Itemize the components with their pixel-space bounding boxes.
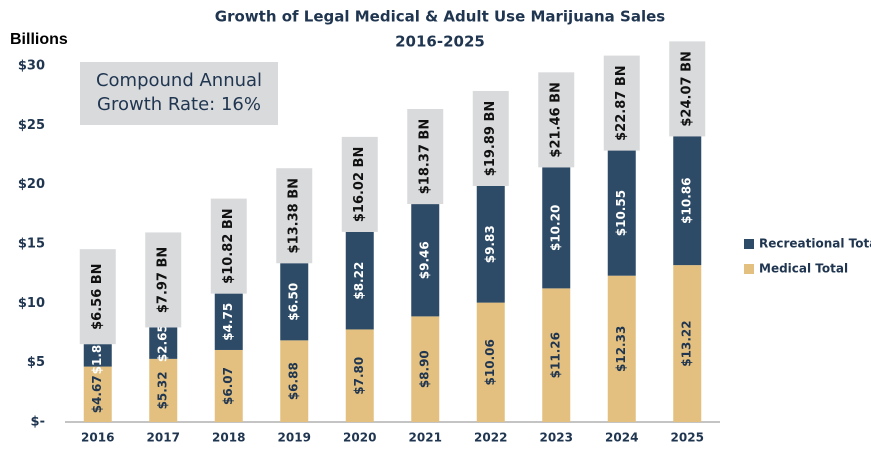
annotation: Compound Annual — [96, 70, 262, 91]
annotation-box — [80, 62, 278, 125]
x-tick-label: 2019 — [278, 431, 311, 445]
total-box — [603, 55, 640, 151]
bar-segment — [411, 316, 440, 422]
bar-segment — [280, 340, 309, 422]
x-tick-label: 2017 — [147, 431, 180, 445]
data-label: $8.22 — [352, 262, 366, 300]
total-label: $19.89 BN — [483, 101, 498, 176]
bar-segment — [607, 150, 636, 276]
legend-swatch — [744, 264, 754, 274]
bar-segment — [476, 302, 505, 422]
total-label: $24.07 BN — [680, 51, 695, 126]
total-label: $10.82 BN — [221, 208, 236, 283]
total-box — [669, 41, 706, 137]
x-tick-label: 2024 — [605, 431, 638, 445]
bar-segment — [673, 265, 702, 422]
y-tick-label: $10 — [18, 296, 45, 311]
chart-title: Growth of Legal Medical & Adult Use Mari… — [215, 8, 665, 26]
total-label: $22.87 BN — [614, 65, 629, 140]
data-label: $10.86 — [680, 178, 694, 224]
bar-segment — [673, 136, 702, 266]
data-label: $10.06 — [483, 339, 497, 385]
total-label: $13.38 BN — [287, 178, 302, 253]
x-tick-label: 2023 — [540, 431, 573, 445]
x-tick-label: 2016 — [81, 431, 114, 445]
total-label: $7.97 BN — [156, 247, 171, 313]
data-label: $6.88 — [287, 362, 301, 400]
y-tick-label: $15 — [18, 237, 45, 252]
total-box — [472, 90, 509, 186]
x-tick-label: 2018 — [212, 431, 245, 445]
data-label: $9.83 — [483, 225, 497, 263]
bar-segment — [83, 344, 112, 367]
chart-subtitle: 2016-2025 — [395, 33, 485, 51]
y-tick-label: $25 — [18, 118, 45, 133]
total-box — [276, 168, 313, 264]
x-tick-label: 2021 — [409, 431, 442, 445]
bar-segment — [411, 204, 440, 317]
data-label: $11.26 — [549, 332, 563, 378]
total-box — [407, 109, 444, 205]
data-label: $13.22 — [680, 320, 694, 366]
total-box — [79, 249, 116, 345]
data-label: $9.46 — [418, 241, 432, 279]
x-tick-label: 2025 — [671, 431, 704, 445]
total-label: $16.02 BN — [352, 147, 367, 222]
data-label: $5.32 — [156, 371, 170, 409]
data-label: $10.20 — [549, 205, 563, 251]
total-label: $21.46 BN — [549, 82, 564, 157]
total-box — [538, 72, 575, 168]
y-tick-label: $5 — [27, 355, 45, 370]
data-label: $6.07 — [221, 367, 235, 405]
bar-segment — [83, 366, 112, 422]
bar-segment — [607, 275, 636, 422]
total-box — [210, 198, 247, 294]
total-box — [145, 232, 182, 328]
legend-label: Recreational Total — [759, 237, 871, 251]
y-tick-label: $30 — [18, 59, 45, 74]
bar-segment — [345, 231, 374, 330]
x-tick-label: 2022 — [474, 431, 507, 445]
bar-segment — [542, 288, 571, 422]
bar-segment — [214, 349, 243, 422]
y-tick-label: $- — [31, 415, 45, 430]
data-label: $1.89 — [90, 336, 104, 374]
bar-segment — [149, 358, 178, 422]
bar-segment — [149, 327, 178, 359]
data-label: $10.55 — [614, 190, 628, 236]
x-tick-label: 2020 — [343, 431, 376, 445]
y-axis-label: Billions — [10, 31, 68, 48]
data-label: $4.67 — [90, 375, 104, 413]
data-label: $4.75 — [221, 303, 235, 341]
bar-segment — [214, 293, 243, 350]
bar-segment — [542, 167, 571, 289]
total-label: $18.37 BN — [418, 119, 433, 194]
data-label: $2.65 — [156, 324, 170, 362]
legend-label: Medical Total — [759, 262, 848, 276]
data-label: $12.33 — [614, 326, 628, 372]
data-label: $6.50 — [287, 283, 301, 321]
total-label: $6.56 BN — [90, 263, 105, 329]
legend-swatch — [744, 239, 754, 249]
bar-segment — [345, 329, 374, 422]
data-label: $8.90 — [418, 350, 432, 388]
total-box — [341, 136, 378, 232]
data-label: $7.80 — [352, 357, 366, 395]
y-tick-label: $20 — [18, 177, 45, 192]
bar-segment — [280, 263, 309, 341]
bar-segment — [476, 185, 505, 303]
annotation: Growth Rate: 16% — [97, 94, 261, 115]
